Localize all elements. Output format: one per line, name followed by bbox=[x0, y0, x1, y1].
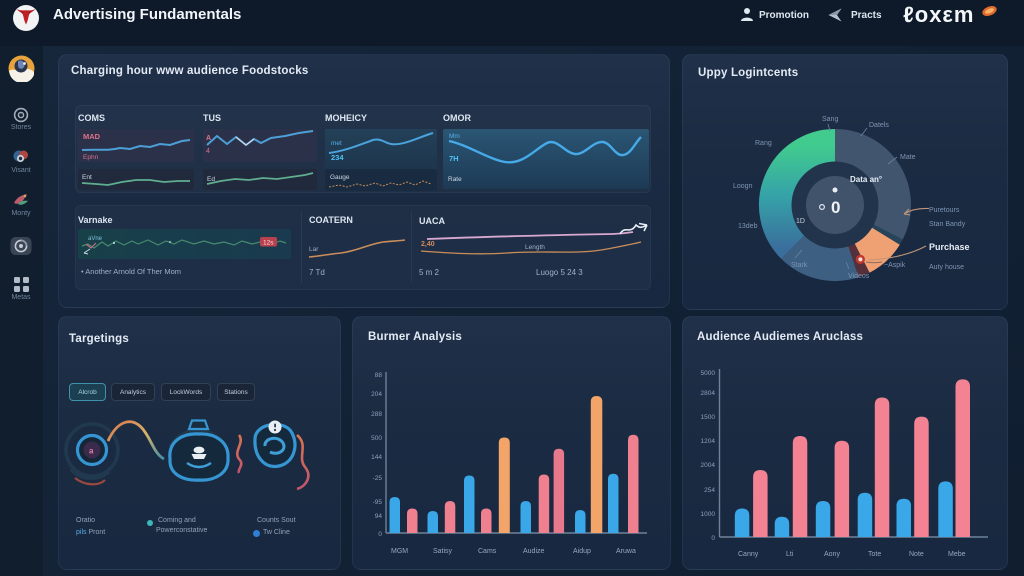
svg-text:204: 204 bbox=[371, 391, 382, 398]
svg-text:Canny: Canny bbox=[738, 551, 759, 558]
svg-text:a: a bbox=[89, 447, 94, 456]
svg-text:254: 254 bbox=[704, 487, 715, 494]
svg-text:Purchase: Purchase bbox=[929, 242, 970, 252]
svg-text:Audize: Audize bbox=[523, 548, 545, 555]
svg-text:Ent: Ent bbox=[82, 174, 92, 181]
svg-text:Satisy: Satisy bbox=[433, 548, 453, 555]
svg-text:-25: -25 bbox=[373, 475, 383, 482]
svg-text:0: 0 bbox=[711, 535, 715, 542]
svg-text:Lar: Lar bbox=[309, 246, 319, 253]
svg-text:Ed: Ed bbox=[207, 176, 215, 183]
svg-text:Mebe: Mebe bbox=[948, 551, 966, 558]
svg-text:Lti: Lti bbox=[786, 551, 794, 558]
svg-text:5000: 5000 bbox=[701, 370, 716, 377]
svg-text:MAD: MAD bbox=[83, 132, 101, 141]
svg-text:1D: 1D bbox=[796, 218, 805, 225]
svg-text:Loogn: Loogn bbox=[733, 183, 753, 190]
svg-text:500: 500 bbox=[371, 435, 382, 442]
svg-text:0: 0 bbox=[378, 531, 382, 538]
svg-text:Data an°: Data an° bbox=[850, 175, 882, 184]
svg-text:Aidup: Aidup bbox=[573, 548, 591, 555]
svg-text:-95: -95 bbox=[373, 499, 383, 506]
svg-text:7H: 7H bbox=[449, 154, 459, 163]
svg-text:Gauge: Gauge bbox=[330, 174, 350, 181]
svg-text:288: 288 bbox=[371, 411, 382, 418]
svg-text:A: A bbox=[206, 135, 211, 142]
svg-text:1000: 1000 bbox=[701, 511, 716, 518]
svg-text:1500: 1500 bbox=[701, 414, 716, 421]
svg-text:Length: Length bbox=[525, 244, 545, 251]
svg-text:Videos: Videos bbox=[848, 273, 870, 280]
svg-text:MGM: MGM bbox=[391, 548, 408, 555]
svg-text:Tote: Tote bbox=[868, 551, 881, 558]
svg-text:Datels: Datels bbox=[869, 122, 889, 129]
svg-text:144: 144 bbox=[371, 454, 382, 461]
svg-text:Puretours: Puretours bbox=[929, 207, 960, 214]
svg-text:Sang: Sang bbox=[822, 116, 838, 123]
svg-text:met: met bbox=[331, 140, 342, 147]
svg-text:Rang: Rang bbox=[755, 140, 772, 147]
svg-text:13deb: 13deb bbox=[738, 223, 758, 230]
svg-text:94: 94 bbox=[375, 513, 383, 520]
svg-text:aVne: aVne bbox=[88, 236, 103, 242]
svg-text:Stark: Stark bbox=[791, 262, 808, 269]
svg-text:~Aspik: ~Aspik bbox=[884, 262, 906, 269]
svg-text:2,40: 2,40 bbox=[421, 241, 435, 248]
svg-text:Ephn: Ephn bbox=[83, 154, 99, 161]
svg-text:234: 234 bbox=[331, 153, 344, 162]
svg-text:2004: 2004 bbox=[701, 462, 716, 469]
svg-text:Aony: Aony bbox=[824, 551, 840, 558]
svg-text:1204: 1204 bbox=[701, 438, 716, 445]
svg-text:12s: 12s bbox=[263, 240, 274, 247]
svg-text:Note: Note bbox=[909, 551, 924, 558]
svg-text:Rate: Rate bbox=[448, 176, 462, 183]
svg-text:Cams: Cams bbox=[478, 548, 497, 555]
svg-text:2804: 2804 bbox=[701, 390, 716, 397]
svg-text:Mate: Mate bbox=[900, 154, 916, 161]
svg-text:Auty house: Auty house bbox=[929, 264, 964, 271]
svg-text:0: 0 bbox=[831, 198, 840, 217]
svg-text:Aruwa: Aruwa bbox=[616, 548, 636, 555]
svg-text:Mm: Mm bbox=[449, 133, 460, 140]
svg-text:88: 88 bbox=[375, 372, 383, 379]
svg-text:4: 4 bbox=[206, 148, 210, 155]
svg-text:Stan Bandy: Stan Bandy bbox=[929, 221, 966, 228]
